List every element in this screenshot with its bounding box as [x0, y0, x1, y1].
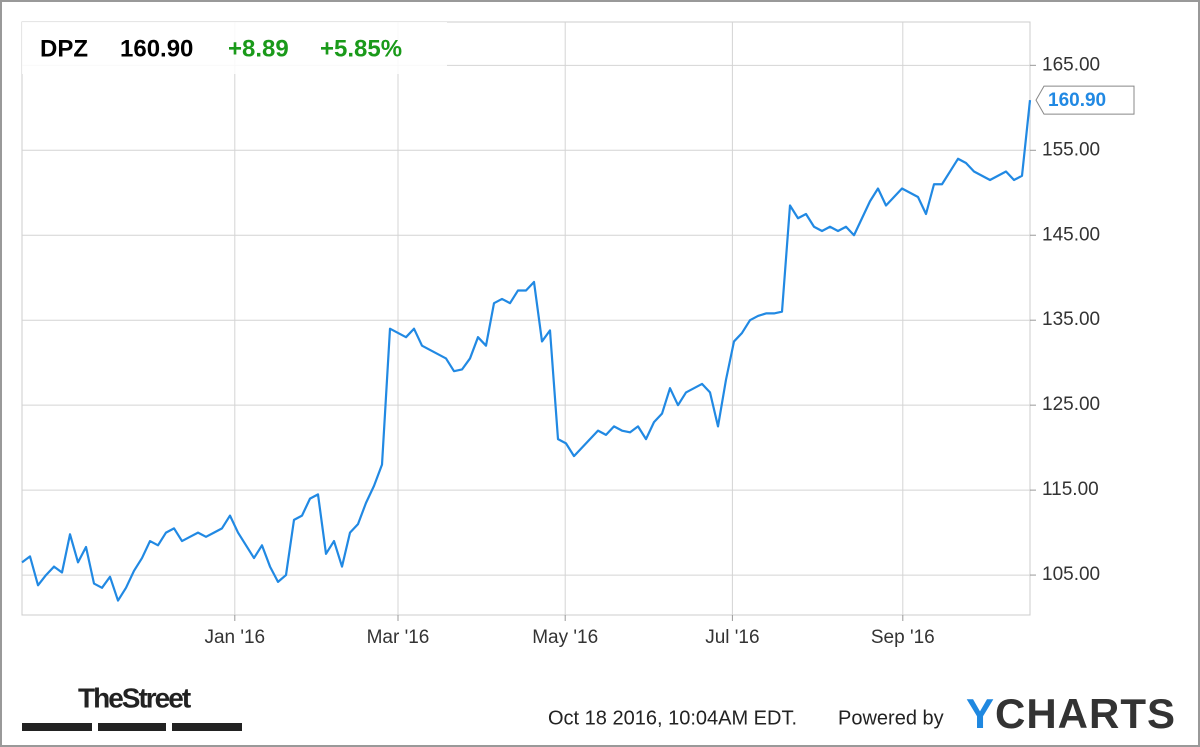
- y-tick-label: 105.00: [1042, 564, 1100, 585]
- logo-bar: [22, 723, 92, 731]
- x-tick-label: Mar '16: [367, 627, 430, 648]
- last-value-pointer: [1035, 85, 1135, 115]
- price: 160.90: [120, 35, 193, 62]
- x-tick-label: Jul '16: [705, 627, 759, 648]
- change-pct: +5.85%: [320, 35, 402, 62]
- logo-bar: [172, 723, 242, 731]
- last-value-label: 160.90: [1048, 90, 1106, 111]
- credit: Powered by: [838, 707, 944, 729]
- ycharts-logo: YCHARTS: [966, 690, 1177, 737]
- timestamp: Oct 18 2016, 10:04AM EDT.: [548, 707, 797, 729]
- y-tick-label: 165.00: [1042, 54, 1100, 75]
- source-logo: TheStreet: [78, 682, 191, 713]
- y-tick-label: 115.00: [1042, 479, 1099, 500]
- y-tick-label: 125.00: [1042, 394, 1100, 415]
- y-tick-label: 145.00: [1042, 224, 1100, 245]
- x-tick-label: Sep '16: [871, 627, 935, 648]
- x-tick-label: May '16: [532, 627, 598, 648]
- change: +8.89: [228, 35, 289, 62]
- price-line: [21, 100, 1032, 602]
- plot-area: [21, 21, 1031, 616]
- y-tick-label: 155.00: [1042, 139, 1100, 160]
- y-tick-label: 135.00: [1042, 309, 1100, 330]
- symbol: DPZ: [40, 35, 88, 62]
- x-tick-label: Jan '16: [204, 627, 265, 648]
- header-box: [22, 22, 447, 74]
- logo-bar: [98, 723, 166, 731]
